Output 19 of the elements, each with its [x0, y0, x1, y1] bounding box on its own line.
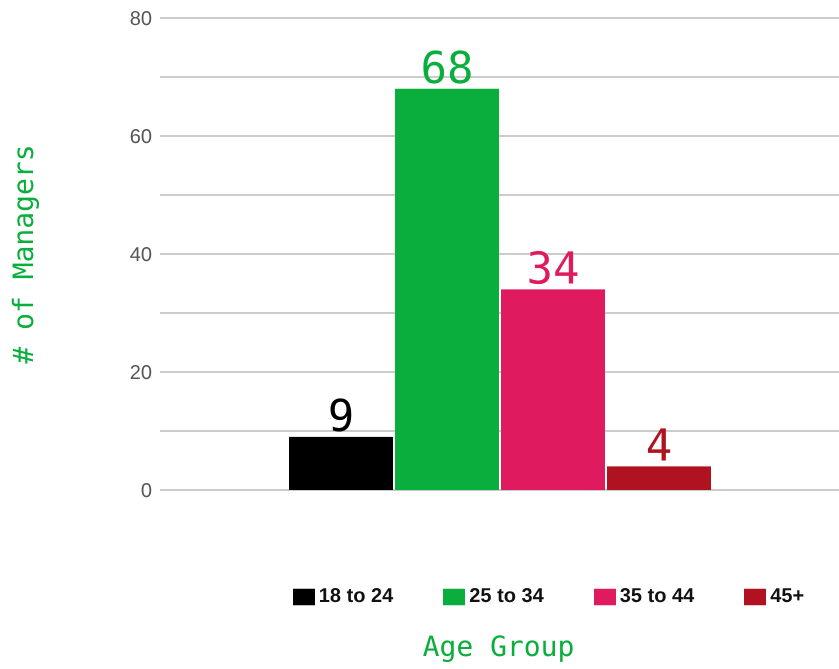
bar: [395, 88, 500, 490]
bar: [607, 466, 712, 490]
y-axis-title: # of Managers: [6, 144, 40, 364]
data-label: 34: [526, 243, 580, 294]
bar: [289, 436, 394, 490]
legend-label: 45+: [770, 585, 804, 607]
y-tick-label: 20: [130, 362, 152, 384]
data-label: 4: [646, 420, 672, 472]
x-axis-title: Age Group: [422, 630, 576, 663]
legend-label: 35 to 44: [620, 585, 694, 607]
data-label: 68: [420, 42, 474, 94]
data-label: 9: [328, 390, 354, 442]
y-tick-label: 60: [130, 126, 152, 148]
legend-label: 25 to 34: [469, 585, 544, 607]
y-tick-label: 0: [140, 480, 152, 502]
y-tick-label: 40: [130, 244, 152, 266]
bar: [501, 289, 606, 490]
legend-label: 18 to 24: [318, 585, 394, 607]
y-tick-label: 80: [130, 8, 152, 30]
